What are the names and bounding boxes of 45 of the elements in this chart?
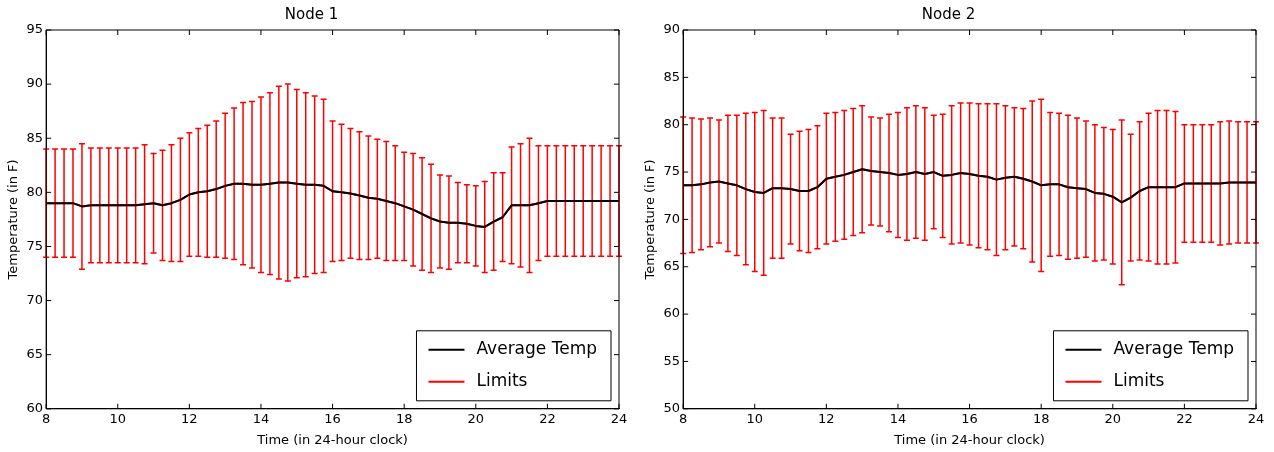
x-tick-label: 14: [252, 410, 270, 426]
x-tick-label: 8: [679, 410, 688, 426]
legend-label: Limits: [476, 370, 528, 391]
x-tick-label: 16: [324, 410, 341, 426]
y-tick-label: 80: [663, 116, 681, 132]
x-tick-label: 20: [1104, 410, 1122, 426]
y-tick-label: 90: [26, 75, 44, 91]
y-tick-label: 65: [26, 346, 44, 362]
x-tick-label: 12: [181, 410, 198, 426]
x-tick-label: 14: [889, 410, 907, 426]
y-tick-label: 60: [26, 400, 44, 416]
y-tick-label: 75: [26, 237, 44, 253]
chart-title: Node 1: [284, 4, 339, 23]
y-tick-label: 75: [663, 163, 681, 179]
y-tick-label: 95: [26, 21, 44, 37]
legend-label: Limits: [1113, 370, 1165, 391]
y-tick-label: 50: [663, 400, 681, 416]
x-tick-label: 20: [467, 410, 485, 426]
x-tick-label: 10: [746, 410, 764, 426]
y-tick-label: 85: [26, 129, 44, 145]
chart-title: Node 2: [921, 4, 976, 23]
y-tick-label: 60: [663, 305, 681, 321]
x-tick-label: 22: [1176, 410, 1193, 426]
y-tick-label: 80: [26, 183, 44, 199]
x-tick-label: 18: [1032, 410, 1050, 426]
y-tick-label: 70: [26, 291, 44, 307]
y-axis-title: Temperature (in F): [5, 159, 21, 281]
y-axis-title: Temperature (in F): [642, 159, 658, 281]
x-tick-label: 12: [818, 410, 835, 426]
x-tick-label: 18: [395, 410, 413, 426]
y-tick-label: 85: [663, 68, 681, 84]
x-axis-title: Time (in 24-hour clock): [893, 431, 1045, 447]
x-tick-label: 24: [610, 410, 628, 426]
x-tick-label: 8: [42, 410, 51, 426]
y-tick-label: 55: [663, 352, 681, 368]
x-tick-label: 22: [539, 410, 556, 426]
x-axis-title: Time (in 24-hour clock): [256, 431, 408, 447]
x-tick-label: 24: [1247, 410, 1265, 426]
legend-label: Average Temp: [476, 338, 598, 359]
legend-label: Average Temp: [1113, 338, 1235, 359]
y-tick-label: 65: [663, 258, 681, 274]
x-tick-label: 10: [109, 410, 127, 426]
y-tick-label: 70: [663, 210, 681, 226]
x-tick-label: 16: [961, 410, 978, 426]
y-tick-label: 90: [663, 21, 681, 37]
